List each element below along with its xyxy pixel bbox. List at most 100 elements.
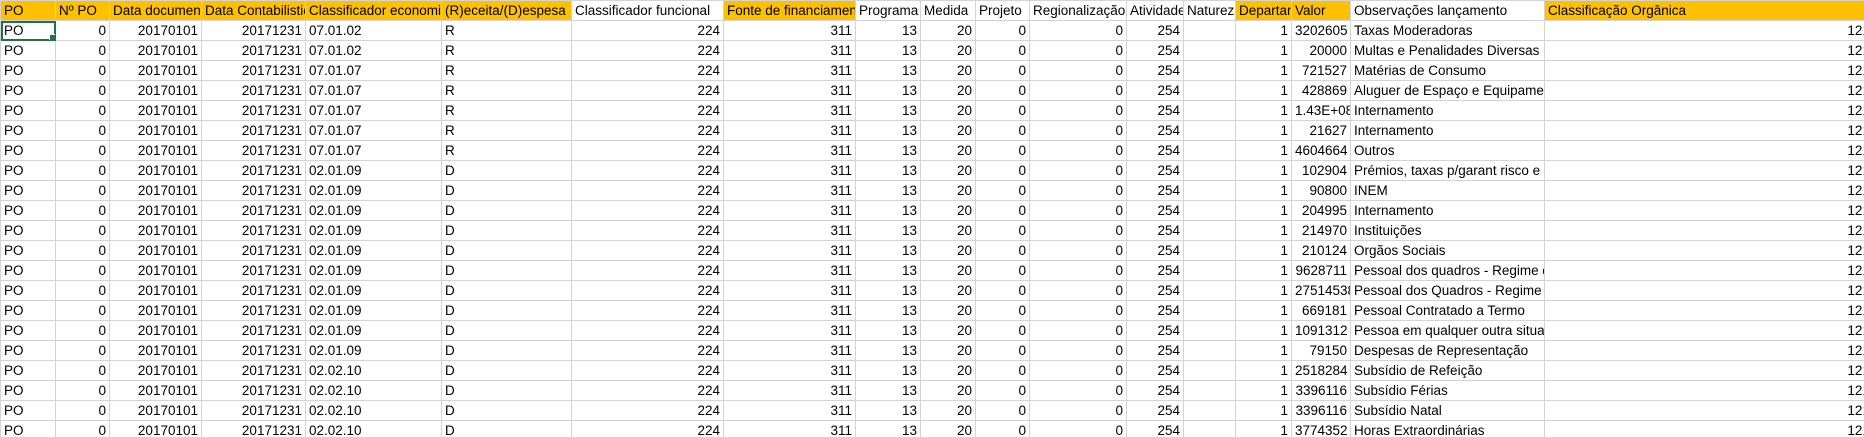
table-cell[interactable]: 20 xyxy=(920,220,976,241)
table-cell[interactable]: 20170101 xyxy=(109,240,202,261)
table-cell[interactable]: 0 xyxy=(975,100,1030,121)
table-cell[interactable]: 0 xyxy=(1029,180,1127,201)
table-cell[interactable]: 20 xyxy=(920,100,976,121)
column-header[interactable]: Data Contabilistica xyxy=(201,0,306,21)
table-cell[interactable]: 20 xyxy=(920,400,976,421)
table-cell[interactable]: 13 xyxy=(855,160,921,181)
table-cell[interactable]: 20 xyxy=(920,80,976,101)
table-cell[interactable]: 02.02.10 xyxy=(305,420,442,437)
table-cell[interactable] xyxy=(1183,140,1236,161)
table-cell[interactable]: 20 xyxy=(920,40,976,61)
table-cell[interactable]: 224 xyxy=(571,260,724,281)
table-cell[interactable]: 254 xyxy=(1126,120,1184,141)
table-cell[interactable]: 0 xyxy=(55,160,110,181)
table-cell[interactable]: 02.01.09 xyxy=(305,300,442,321)
table-cell[interactable]: 0 xyxy=(55,120,110,141)
table-cell[interactable]: 1 xyxy=(1235,120,1292,141)
table-cell[interactable]: 02.01.09 xyxy=(305,220,442,241)
table-cell[interactable]: 224 xyxy=(571,140,724,161)
table-cell[interactable]: 0 xyxy=(1029,20,1127,41)
table-cell[interactable]: 20171231 xyxy=(201,180,306,201)
table-cell[interactable]: 311 xyxy=(723,100,856,121)
table-cell[interactable]: Internamento xyxy=(1350,120,1545,141)
table-cell[interactable]: 121030100 xyxy=(1544,420,1864,437)
table-cell[interactable]: 121030100 xyxy=(1544,20,1864,41)
table-cell[interactable] xyxy=(1183,400,1236,421)
table-cell[interactable]: Multas e Penalidades Diversas xyxy=(1350,40,1545,61)
table-cell[interactable]: 20 xyxy=(920,20,976,41)
table-cell[interactable]: 204995 xyxy=(1291,200,1351,221)
table-cell[interactable]: 0 xyxy=(1029,140,1127,161)
table-cell[interactable]: 20171231 xyxy=(201,40,306,61)
column-header[interactable]: Regionalização xyxy=(1029,0,1127,21)
table-cell[interactable]: 13 xyxy=(855,340,921,361)
table-cell[interactable]: D xyxy=(441,380,572,401)
table-cell[interactable]: 254 xyxy=(1126,60,1184,81)
table-cell[interactable]: 0 xyxy=(55,20,110,41)
table-cell[interactable]: 1 xyxy=(1235,20,1292,41)
table-cell[interactable]: 13 xyxy=(855,300,921,321)
table-cell[interactable]: 0 xyxy=(55,40,110,61)
table-cell[interactable]: 311 xyxy=(723,260,856,281)
table-cell[interactable]: 254 xyxy=(1126,320,1184,341)
table-cell[interactable]: 13 xyxy=(855,320,921,341)
table-cell[interactable]: 20171231 xyxy=(201,380,306,401)
table-cell[interactable]: 0 xyxy=(55,60,110,81)
table-cell[interactable]: 07.01.07 xyxy=(305,120,442,141)
table-cell[interactable]: 20170101 xyxy=(109,300,202,321)
table-cell[interactable]: 311 xyxy=(723,220,856,241)
table-cell[interactable]: PO xyxy=(0,300,56,321)
table-cell[interactable]: 0 xyxy=(1029,200,1127,221)
table-cell[interactable]: 0 xyxy=(975,260,1030,281)
table-cell[interactable]: 0 xyxy=(975,360,1030,381)
table-cell[interactable]: D xyxy=(441,160,572,181)
table-cell[interactable]: 0 xyxy=(1029,60,1127,81)
table-cell[interactable]: 0 xyxy=(55,200,110,221)
table-cell[interactable]: 121030100 xyxy=(1544,380,1864,401)
table-cell[interactable]: 224 xyxy=(571,380,724,401)
table-cell[interactable]: 1 xyxy=(1235,80,1292,101)
table-cell[interactable]: 224 xyxy=(571,320,724,341)
table-cell[interactable]: 1 xyxy=(1235,180,1292,201)
table-cell[interactable]: 1 xyxy=(1235,260,1292,281)
table-cell[interactable]: PO xyxy=(0,280,56,301)
table-cell[interactable]: Pessoal dos Quadros - Regime de contrato xyxy=(1350,280,1545,301)
table-cell[interactable]: 210124 xyxy=(1291,240,1351,261)
table-cell[interactable]: 121030100 xyxy=(1544,40,1864,61)
table-cell[interactable]: 20171231 xyxy=(201,200,306,221)
table-cell[interactable]: 20171231 xyxy=(201,280,306,301)
table-cell[interactable] xyxy=(1183,240,1236,261)
table-cell[interactable]: 254 xyxy=(1126,40,1184,61)
table-cell[interactable]: 224 xyxy=(571,340,724,361)
table-cell[interactable]: 1 xyxy=(1235,400,1292,421)
table-cell[interactable]: 20 xyxy=(920,240,976,261)
table-cell[interactable]: 20170101 xyxy=(109,180,202,201)
table-cell[interactable]: 1 xyxy=(1235,280,1292,301)
table-cell[interactable]: 224 xyxy=(571,40,724,61)
table-cell[interactable]: 1 xyxy=(1235,200,1292,221)
table-cell[interactable]: Despesas de Representação xyxy=(1350,340,1545,361)
table-cell[interactable]: 1 xyxy=(1235,160,1292,181)
table-cell[interactable]: 102904 xyxy=(1291,160,1351,181)
column-header[interactable]: (R)eceita/(D)espesa xyxy=(441,0,572,21)
table-cell[interactable]: 20171231 xyxy=(201,360,306,381)
table-cell[interactable]: 121030100 xyxy=(1544,140,1864,161)
table-cell[interactable]: 20170101 xyxy=(109,260,202,281)
table-cell[interactable]: 214970 xyxy=(1291,220,1351,241)
table-cell[interactable]: 20171231 xyxy=(201,300,306,321)
table-cell[interactable]: 3774352 xyxy=(1291,420,1351,437)
table-cell[interactable]: 224 xyxy=(571,80,724,101)
table-cell[interactable]: 311 xyxy=(723,360,856,381)
table-cell[interactable]: 224 xyxy=(571,180,724,201)
table-cell[interactable]: 254 xyxy=(1126,200,1184,221)
table-cell[interactable]: 311 xyxy=(723,180,856,201)
table-cell[interactable]: 20171231 xyxy=(201,120,306,141)
table-cell[interactable]: PO xyxy=(0,120,56,141)
table-cell[interactable]: 07.01.07 xyxy=(305,80,442,101)
table-cell[interactable]: 02.01.09 xyxy=(305,340,442,361)
table-cell[interactable]: 02.01.09 xyxy=(305,160,442,181)
table-cell[interactable]: 0 xyxy=(1029,340,1127,361)
table-cell[interactable]: Instituições xyxy=(1350,220,1545,241)
table-cell[interactable]: 721527 xyxy=(1291,60,1351,81)
table-cell[interactable]: 311 xyxy=(723,20,856,41)
